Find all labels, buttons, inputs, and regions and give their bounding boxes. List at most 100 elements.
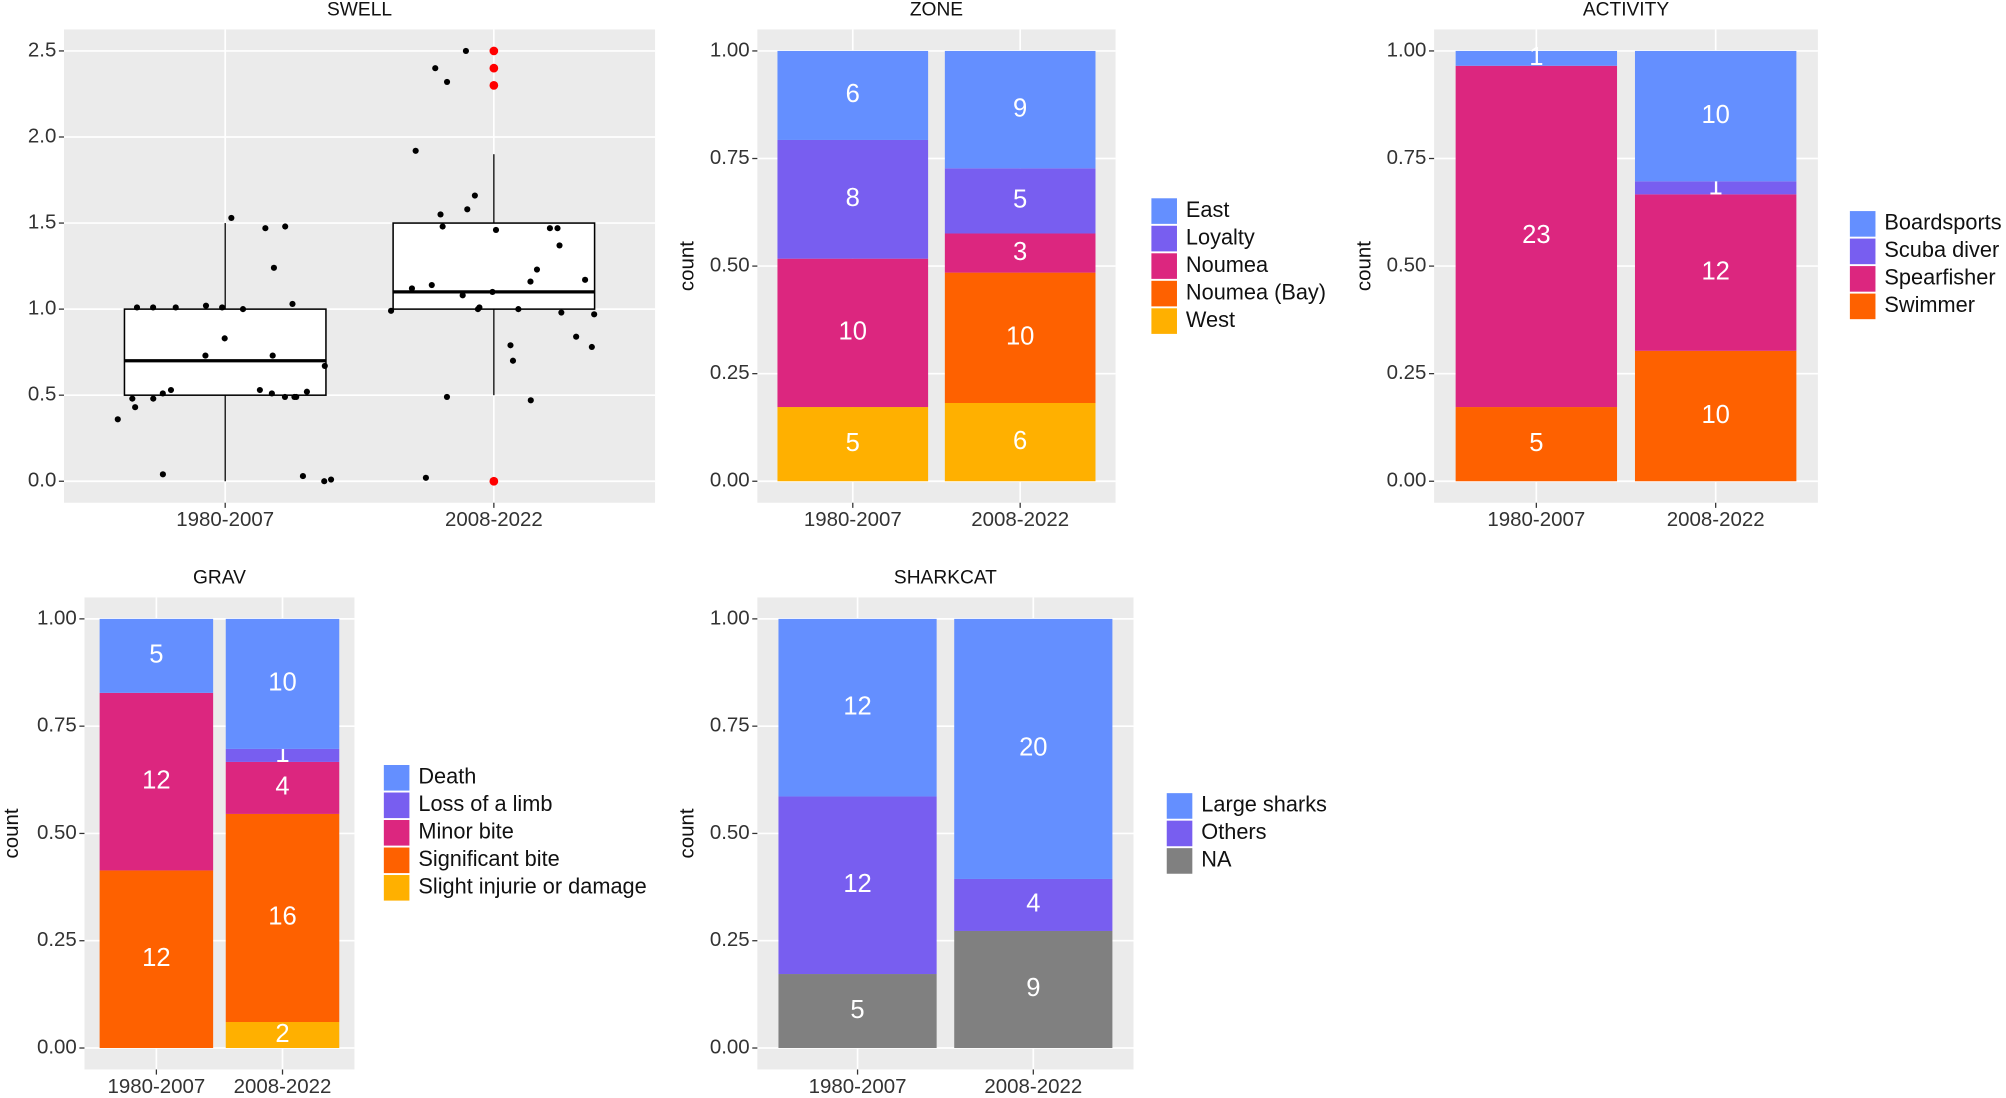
y-tick-label: 1.00 <box>1387 38 1427 61</box>
data-label: 5 <box>149 641 163 669</box>
data-label: 12 <box>843 692 871 720</box>
outlier <box>489 81 499 90</box>
y-tick-label: 2.0 <box>28 124 56 147</box>
jitter-point <box>281 393 289 400</box>
legend-label: Noumea (Bay) <box>1186 279 1326 304</box>
jitter-point <box>114 416 121 423</box>
legend-swatch <box>383 792 410 819</box>
chart-title: SHARKCAT <box>894 567 997 588</box>
y-tick-label: 0.75 <box>1387 146 1427 169</box>
legend-swatch <box>1849 293 1876 320</box>
x-tick-label: 2008-2022 <box>234 1075 332 1098</box>
legend-label: Boardsports <box>1884 210 2001 235</box>
bar-segment <box>99 692 214 871</box>
jitter-point <box>270 264 278 271</box>
data-label: 12 <box>142 766 170 794</box>
jitter-point <box>282 223 289 230</box>
y-tick-label: 1.5 <box>28 210 56 233</box>
jitter-point <box>489 288 496 295</box>
jitter-point <box>228 214 235 221</box>
y-tick-label: 0.25 <box>37 928 77 951</box>
jitter-point <box>437 211 444 218</box>
jitter-point <box>321 362 328 369</box>
jitter-point <box>269 352 276 359</box>
bar-segment <box>1455 65 1618 408</box>
bar-segment <box>225 813 340 1023</box>
y-tick-label: 1.00 <box>37 606 77 629</box>
jitter-point <box>591 311 598 318</box>
jitter-point <box>443 393 451 400</box>
y-tick-label: 0.75 <box>37 714 77 737</box>
jitter-point <box>582 276 589 283</box>
y-tick-label: 1.00 <box>710 606 750 629</box>
bar-segment <box>1634 181 1797 195</box>
data-label: 8 <box>846 184 860 212</box>
y-tick-label: 0.00 <box>1387 469 1427 492</box>
chart-title: ACTIVITY <box>1583 0 1669 20</box>
legend-swatch <box>383 765 410 791</box>
bar-segment <box>225 618 340 749</box>
jitter-point <box>439 223 446 230</box>
data-label: 10 <box>1006 323 1034 351</box>
y-tick-label: 1.00 <box>710 38 750 61</box>
y-axis-label: count <box>1352 241 1375 291</box>
x-tick-label: 1980-2007 <box>1487 508 1585 531</box>
box <box>392 222 596 310</box>
legend-swatch <box>383 820 410 846</box>
jitter-point <box>432 65 439 72</box>
legend-label: Loyalty <box>1186 224 1255 249</box>
data-label: 10 <box>1701 401 1729 429</box>
legend-swatch <box>1166 820 1193 847</box>
jitter-point <box>133 304 141 311</box>
jitter-point <box>221 335 228 342</box>
legend-swatch <box>383 847 410 874</box>
y-tick-label: 0.50 <box>37 821 77 844</box>
legend-label: Slight injurie or damage <box>418 874 646 899</box>
bar-segment <box>777 139 929 259</box>
bar-segment <box>1634 194 1797 351</box>
legend-label: Death <box>418 764 476 789</box>
bar-segment <box>225 761 340 814</box>
legend-label: Significant bite <box>418 846 559 871</box>
legend-label: Swimmer <box>1884 292 1975 317</box>
x-tick-label: 1980-2007 <box>176 508 274 531</box>
bar-segment <box>225 1022 340 1049</box>
y-tick-label: 0.25 <box>710 361 750 384</box>
legend-label: NA <box>1201 847 1232 872</box>
data-label: 12 <box>843 870 871 898</box>
bar-segment <box>944 233 1096 273</box>
bar-segment <box>944 50 1096 169</box>
bar-segment <box>1634 350 1797 482</box>
jitter-point <box>474 306 482 313</box>
jitter-point <box>159 390 166 397</box>
jitter-point <box>219 304 226 311</box>
legend-label: East <box>1186 197 1230 222</box>
legend-swatch <box>1849 211 1876 237</box>
bar-segment <box>777 407 929 482</box>
y-tick-label: 0.75 <box>710 146 750 169</box>
jitter-point <box>554 225 561 232</box>
data-label: 3 <box>1013 238 1027 266</box>
jitter-point <box>509 357 517 364</box>
x-tick-label: 1980-2007 <box>809 1075 907 1098</box>
bar-segment <box>778 796 937 975</box>
jitter-point <box>412 147 419 154</box>
y-tick-label: 0.00 <box>710 469 750 492</box>
y-axis-label: count <box>0 808 23 858</box>
data-label: 6 <box>846 80 860 108</box>
jitter-point <box>507 342 514 349</box>
y-tick-label: 0.50 <box>710 253 750 276</box>
legend-label: Spearfisher <box>1884 265 1995 290</box>
data-label: 10 <box>268 669 296 697</box>
jitter-point <box>471 192 478 199</box>
jitter-point <box>167 386 175 394</box>
x-tick-label: 1980-2007 <box>804 508 902 531</box>
jitter-point <box>459 292 466 299</box>
y-axis-label: count <box>676 241 699 291</box>
bar-segment <box>99 870 214 1049</box>
chart-title: GRAV <box>193 567 246 588</box>
data-label: 9 <box>1013 94 1027 122</box>
x-tick-label: 2008-2022 <box>971 508 1069 531</box>
data-label: 4 <box>1026 890 1040 918</box>
data-label: 5 <box>846 429 860 457</box>
